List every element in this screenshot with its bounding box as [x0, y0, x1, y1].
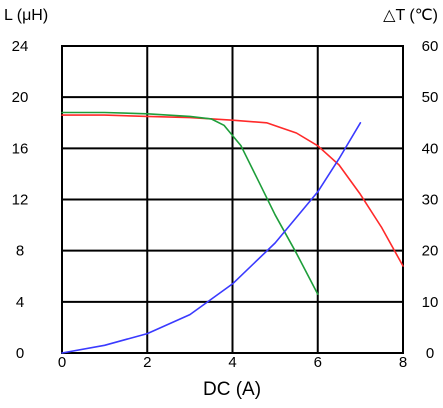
series-line-2	[61, 111, 319, 296]
x-tick-label: 4	[228, 354, 236, 371]
left-y-tick-label: 16	[12, 140, 29, 157]
right-y-tick-label: 50	[422, 89, 439, 106]
right-y-tick-labels: 0 10 20 30 40 50 60	[422, 38, 439, 362]
left-axis-label: L (μH)	[4, 7, 48, 24]
right-y-tick-label: 30	[422, 192, 439, 209]
right-y-tick-label: 10	[422, 294, 439, 311]
x-tick-label: 8	[399, 354, 407, 371]
right-y-tick-label: 40	[422, 140, 439, 157]
right-y-tick-label: 0	[426, 345, 434, 362]
left-y-tick-label: 24	[12, 38, 29, 55]
left-y-tick-label: 4	[16, 294, 24, 311]
left-y-tick-label: 0	[16, 345, 24, 362]
series-line-3	[61, 122, 362, 354]
grid-lines	[62, 46, 403, 353]
right-y-tick-label: 60	[422, 38, 439, 55]
left-y-tick-label: 20	[12, 89, 29, 106]
right-axis-label: △T (℃)	[383, 7, 438, 24]
left-y-tick-label: 12	[12, 192, 29, 209]
x-tick-labels: 0 2 4 6 8	[58, 354, 407, 371]
x-axis-label: DC (A)	[203, 379, 261, 400]
left-y-tick-label: 8	[16, 243, 24, 260]
series-group	[61, 111, 404, 354]
series-line-1	[61, 114, 404, 267]
x-tick-label: 2	[143, 354, 151, 371]
x-tick-label: 0	[58, 354, 66, 371]
x-tick-label: 6	[314, 354, 322, 371]
right-y-tick-label: 20	[422, 243, 439, 260]
left-y-tick-labels: 0 4 8 12 16 20 24	[12, 38, 29, 362]
